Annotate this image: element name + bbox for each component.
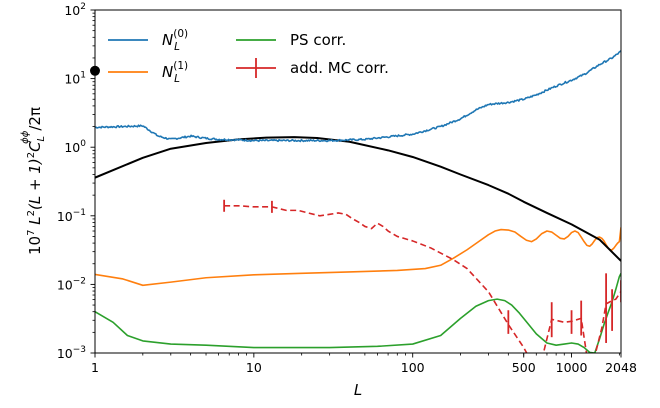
legend-label-sub: L: [174, 41, 180, 53]
y-label-part: ϕϕ: [20, 130, 31, 144]
y-tick-base: 10: [57, 277, 73, 292]
legend-label: add. MC corr.: [290, 59, 389, 77]
x-tick-label: 2048: [605, 360, 637, 375]
series-line-n1: [95, 227, 621, 287]
y-tick-exponent: −2: [73, 276, 86, 286]
y-tick-exponent: 0: [80, 139, 86, 149]
x-tick-label: 500: [512, 360, 536, 375]
y-tick-label: 100: [64, 139, 86, 155]
legend-label: N(1) L: [162, 60, 188, 85]
legend-label-base: N: [162, 31, 173, 49]
series-line-n0: [95, 50, 621, 143]
x-tick-label: 1: [91, 360, 99, 375]
y-tick-label: 102: [64, 2, 86, 18]
x-tick-label: 1000: [556, 360, 588, 375]
y-tick-exponent: 1: [80, 71, 86, 81]
y-label-part: L: [36, 136, 47, 142]
legend-label-base: N: [162, 63, 173, 81]
legend-label-sub: L: [174, 73, 180, 85]
series-line-ps: [95, 272, 621, 353]
y-tick-label: 10−3: [57, 345, 86, 361]
x-axis-label: L: [354, 381, 362, 399]
y-tick-exponent: −1: [73, 208, 86, 218]
y-label-part: C: [26, 141, 44, 152]
legend-label: N(0) L: [162, 28, 188, 53]
y-label-part: 7: [26, 230, 37, 236]
y-tick-label: 10−2: [57, 276, 86, 292]
y-tick-exponent: 2: [80, 2, 86, 12]
legend-label-sup: (1): [173, 60, 188, 72]
y-tick-base: 10: [57, 209, 73, 224]
legend-item-ps: PS corr.: [236, 31, 346, 49]
y-tick-exponent: −3: [73, 345, 86, 355]
legend-item-n1: N(1) L: [108, 60, 188, 85]
y-tick-base: 10: [64, 3, 80, 18]
y-tick-base: 10: [64, 140, 80, 155]
legend: N(0) LN(1) LPS corr.add. MC corr.: [108, 28, 389, 85]
y-tick-label: 101: [64, 71, 86, 87]
y-label-part: /2π: [26, 107, 44, 131]
y-label-part: 2: [26, 152, 37, 158]
y-axis-label: 107 L2(L + 1)2CLϕϕ/2π: [20, 107, 47, 255]
legend-item-mc: add. MC corr.: [236, 58, 389, 78]
y-label-part: L: [26, 216, 44, 229]
series-line-mc: [224, 204, 528, 353]
legend-label: PS corr.: [290, 31, 346, 49]
series-line-mc2: [542, 290, 621, 353]
legend-item-n0: N(0) L: [108, 28, 188, 53]
y-label-part: (L + 1): [26, 158, 44, 210]
y-label-part: 10: [26, 236, 44, 255]
y-tick-base: 10: [64, 72, 80, 87]
series-line-phi: [95, 136, 621, 262]
y-label-part: 2: [26, 210, 37, 216]
plot-series: [95, 50, 621, 353]
y-tick-label: 10−1: [57, 208, 86, 224]
x-tick-label: 100: [401, 360, 425, 375]
plot-frame: [94, 9, 622, 354]
legend-label-sup: (0): [173, 28, 188, 40]
y-tick-base: 10: [57, 346, 73, 361]
x-tick-label: 10: [246, 360, 262, 375]
